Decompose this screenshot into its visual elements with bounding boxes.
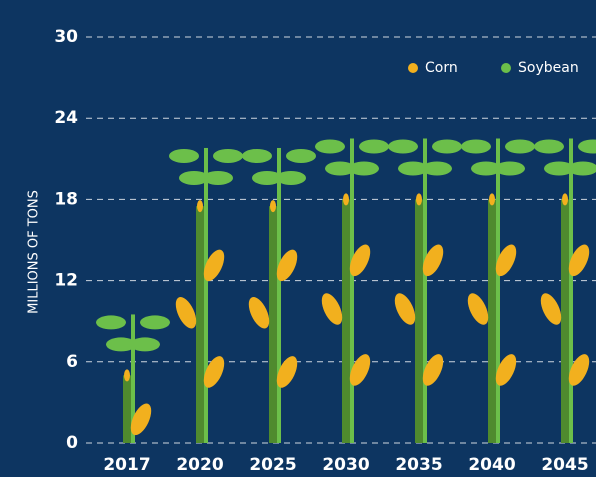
soybean-leaves bbox=[242, 148, 316, 185]
corn-tassel bbox=[416, 193, 422, 206]
leaf bbox=[169, 148, 199, 163]
corn-stalk bbox=[123, 375, 131, 443]
corn-stalk bbox=[488, 199, 496, 443]
corn-stalk bbox=[269, 206, 277, 443]
x-tick-label: 2035 bbox=[395, 455, 442, 475]
x-tick-label: 2030 bbox=[322, 455, 369, 475]
legend-swatch bbox=[501, 63, 511, 73]
y-tick-label: 30 bbox=[54, 27, 78, 47]
leaf bbox=[432, 139, 462, 154]
y-tick-label: 6 bbox=[66, 352, 78, 372]
corn-cob bbox=[248, 296, 270, 329]
leaf bbox=[359, 139, 389, 154]
leaf bbox=[422, 161, 452, 176]
leaf bbox=[252, 170, 282, 185]
leaf bbox=[349, 161, 379, 176]
corn-tassel bbox=[489, 193, 495, 206]
x-tick-label: 2020 bbox=[176, 455, 223, 475]
corn-tassel bbox=[270, 200, 276, 213]
soybean-stalk bbox=[204, 147, 208, 443]
corn-tassel bbox=[343, 193, 349, 206]
corn-cob bbox=[422, 244, 444, 277]
leaf bbox=[388, 139, 418, 154]
soybean-stalk bbox=[131, 314, 135, 443]
x-tick-label: 2045 bbox=[541, 455, 588, 475]
corn-tassel bbox=[562, 193, 568, 206]
leaf bbox=[130, 337, 160, 352]
leaf bbox=[544, 161, 574, 176]
corn-cob bbox=[540, 293, 562, 325]
leaf bbox=[213, 148, 243, 163]
corn-cob bbox=[495, 354, 517, 386]
y-axis-label: MILLIONS OF TONS bbox=[27, 190, 42, 314]
leaf bbox=[325, 161, 355, 176]
corn-cob bbox=[130, 403, 152, 436]
corn-tassel bbox=[124, 369, 130, 382]
corn-cob bbox=[422, 354, 444, 386]
soybean-leaves bbox=[534, 139, 596, 176]
corn-cob bbox=[568, 244, 590, 277]
leaf bbox=[578, 139, 596, 154]
leaf bbox=[471, 161, 501, 176]
legend-swatch bbox=[408, 63, 418, 73]
corn-cob bbox=[467, 293, 489, 325]
soybean-leaves bbox=[169, 148, 243, 185]
legend-label: Soybean bbox=[518, 60, 579, 76]
leaf bbox=[242, 148, 272, 163]
leaf bbox=[179, 170, 209, 185]
corn-cob bbox=[349, 354, 371, 386]
corn-cob bbox=[321, 293, 343, 325]
leaf bbox=[203, 170, 233, 185]
soybean-stalk bbox=[569, 138, 573, 443]
corn-stalk bbox=[196, 206, 204, 443]
corn-cob bbox=[349, 244, 371, 277]
soybean-stalk bbox=[277, 147, 281, 443]
corn-stalk bbox=[415, 199, 423, 443]
leaf bbox=[534, 139, 564, 154]
soybean-stalk bbox=[423, 138, 427, 443]
leaf bbox=[286, 148, 316, 163]
y-tick-label: 0 bbox=[66, 433, 78, 453]
x-tick-label: 2025 bbox=[249, 455, 296, 475]
corn-cob bbox=[175, 296, 197, 329]
soybean-stalk bbox=[350, 138, 354, 443]
corn-stalk bbox=[561, 199, 569, 443]
leaf bbox=[96, 315, 126, 330]
y-tick-label: 24 bbox=[54, 108, 78, 128]
corn-stalk bbox=[342, 199, 350, 443]
corn-cob bbox=[495, 244, 517, 277]
corn-cob bbox=[568, 354, 590, 386]
x-tick-label: 2017 bbox=[103, 455, 150, 475]
legend-label: Corn bbox=[425, 60, 458, 76]
leaf bbox=[398, 161, 428, 176]
soybean-leaves bbox=[96, 315, 170, 352]
soybean-leaves bbox=[461, 139, 535, 176]
y-tick-label: 12 bbox=[54, 271, 78, 291]
leaf bbox=[276, 170, 306, 185]
leaf bbox=[495, 161, 525, 176]
leaf bbox=[505, 139, 535, 154]
leaf bbox=[461, 139, 491, 154]
leaf bbox=[106, 337, 136, 352]
leaf bbox=[568, 161, 596, 176]
leaf bbox=[140, 315, 170, 330]
soybean-leaves bbox=[388, 139, 462, 176]
corn-cob bbox=[276, 249, 298, 282]
corn-cob bbox=[276, 356, 298, 388]
y-tick-label: 18 bbox=[54, 189, 78, 209]
soybean-stalk bbox=[496, 138, 500, 443]
x-tick-label: 2040 bbox=[468, 455, 515, 475]
corn-cob bbox=[203, 356, 225, 388]
soybean-leaves bbox=[315, 139, 389, 176]
corn-cob bbox=[394, 293, 416, 325]
corn-cob bbox=[203, 249, 225, 282]
leaf bbox=[315, 139, 345, 154]
corn-tassel bbox=[197, 200, 203, 213]
